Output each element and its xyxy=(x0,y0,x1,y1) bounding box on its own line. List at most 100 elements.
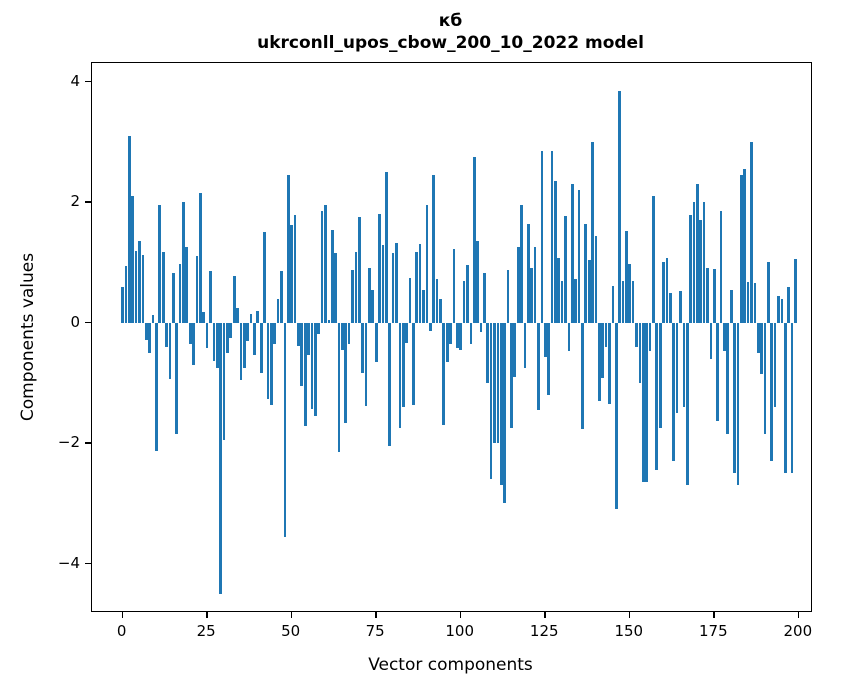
bar-118 xyxy=(520,205,523,323)
bar-101 xyxy=(462,280,466,323)
plot-area xyxy=(91,62,812,612)
bar-49 xyxy=(286,175,290,323)
bar-14 xyxy=(168,322,172,380)
bar-67 xyxy=(347,322,351,345)
bar-127 xyxy=(550,150,554,323)
bar-162 xyxy=(668,292,672,323)
bar-50 xyxy=(290,225,293,323)
bar-158 xyxy=(655,322,659,471)
bar-7 xyxy=(144,322,148,341)
bar-195 xyxy=(780,299,784,323)
y-tick-mark--2 xyxy=(85,442,91,444)
x-tick-mark-200 xyxy=(797,611,800,618)
bar-125 xyxy=(543,322,547,358)
bar-188 xyxy=(756,322,760,353)
bar-85 xyxy=(408,278,412,323)
bar-42 xyxy=(263,232,266,323)
bar-22 xyxy=(195,256,199,323)
bar-150 xyxy=(628,263,632,323)
bar-174 xyxy=(709,322,713,360)
bar-89 xyxy=(422,289,425,323)
bar-129 xyxy=(557,257,561,323)
bar-176 xyxy=(716,322,720,421)
x-tick-mark-175 xyxy=(713,611,715,618)
bar-58 xyxy=(317,322,321,335)
bar-103 xyxy=(469,322,473,345)
bar-141 xyxy=(597,322,601,402)
bar-153 xyxy=(638,322,642,383)
y-tick-label--2: −2 xyxy=(57,433,80,452)
bar-15 xyxy=(171,272,175,323)
x-tick-label-25: 25 xyxy=(196,622,216,640)
bar-159 xyxy=(658,322,662,429)
bar-189 xyxy=(760,322,763,374)
bar-115 xyxy=(510,322,513,429)
bar-6 xyxy=(141,255,145,323)
bar-36 xyxy=(242,322,246,368)
bar-180 xyxy=(729,290,733,323)
bar-151 xyxy=(631,280,635,323)
bar-32 xyxy=(229,322,233,338)
bar-170 xyxy=(696,184,699,323)
bar-172 xyxy=(702,202,706,323)
bar-135 xyxy=(577,190,581,323)
bar-110 xyxy=(493,322,496,444)
bar-62 xyxy=(330,229,334,323)
bar-69 xyxy=(354,252,358,323)
bar-54 xyxy=(303,322,307,426)
x-axis-label: Vector components xyxy=(368,655,533,675)
bar-139 xyxy=(591,141,594,323)
bar-19 xyxy=(185,247,189,323)
bar-194 xyxy=(777,295,780,323)
bar-181 xyxy=(733,322,736,474)
bar-107 xyxy=(483,272,486,323)
bar-175 xyxy=(712,269,716,323)
bar-81 xyxy=(395,242,398,323)
bar-126 xyxy=(547,322,550,395)
bar-104 xyxy=(472,156,476,323)
bar-97 xyxy=(449,322,452,345)
bar-133 xyxy=(570,184,574,323)
bar-68 xyxy=(351,270,354,323)
bar-114 xyxy=(506,270,510,323)
bar-106 xyxy=(479,322,483,332)
x-tick-mark-125 xyxy=(544,611,546,618)
bar-23 xyxy=(199,193,202,323)
bar-12 xyxy=(161,251,165,323)
bar-35 xyxy=(239,322,243,380)
x-tick-label-150: 150 xyxy=(614,622,644,640)
bar-33 xyxy=(232,276,236,323)
bar-1 xyxy=(124,266,128,323)
x-tick-mark-100 xyxy=(459,611,462,618)
bar-124 xyxy=(540,150,544,323)
bar-94 xyxy=(439,298,442,323)
bar-140 xyxy=(594,235,598,323)
bar-120 xyxy=(526,224,530,323)
bar-30 xyxy=(222,322,226,441)
bar-187 xyxy=(753,282,757,323)
bar-196 xyxy=(783,322,787,474)
bar-169 xyxy=(692,202,696,323)
bar-66 xyxy=(344,322,348,423)
bar-74 xyxy=(371,289,375,323)
bar-191 xyxy=(767,262,770,323)
x-tick-label-200: 200 xyxy=(783,622,813,640)
x-tick-label-50: 50 xyxy=(281,622,301,640)
y-tick-mark-0 xyxy=(85,321,91,324)
bar-121 xyxy=(530,267,534,323)
bar-41 xyxy=(259,322,263,373)
bar-8 xyxy=(148,322,151,354)
bar-20 xyxy=(188,322,192,345)
bar-53 xyxy=(300,322,304,386)
bar-48 xyxy=(283,322,287,537)
bar-112 xyxy=(499,322,503,486)
bar-70 xyxy=(357,217,361,323)
bar-80 xyxy=(391,253,395,323)
y-tick-mark--4 xyxy=(85,562,91,565)
x-tick-mark-50 xyxy=(290,611,293,618)
bar-34 xyxy=(236,307,239,323)
bar-171 xyxy=(699,220,703,323)
bar-13 xyxy=(165,322,168,348)
y-tick-label--4: −4 xyxy=(57,553,80,572)
bar-96 xyxy=(445,322,449,363)
